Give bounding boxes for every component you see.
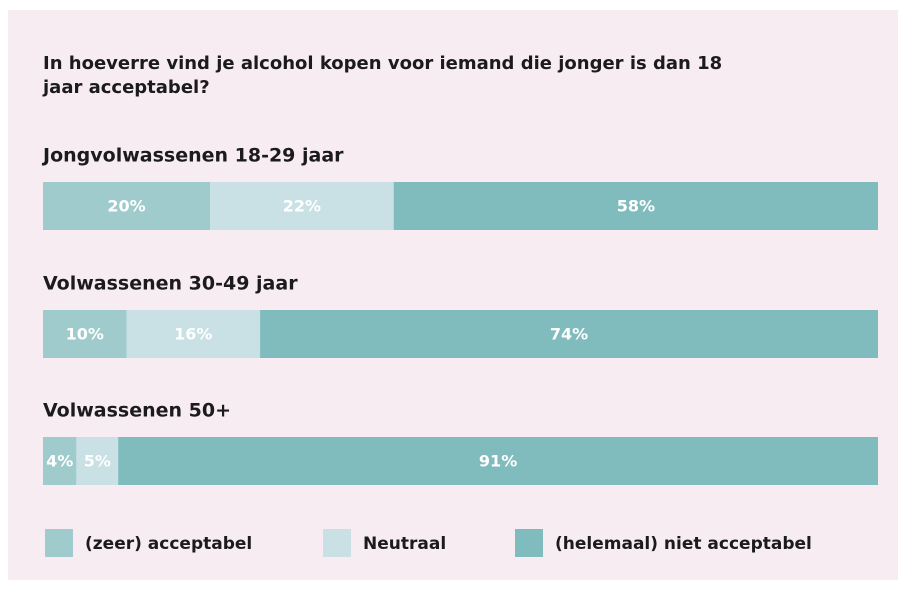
legend-label: (helemaal) niet acceptabel	[555, 534, 812, 554]
category-label: Volwassenen 50+	[43, 400, 231, 422]
bar-segment	[43, 310, 127, 358]
bar-segment	[76, 437, 119, 485]
bar-segment	[210, 182, 394, 230]
bar-segment	[260, 310, 879, 358]
category-label: Volwassenen 30-49 jaar	[43, 273, 298, 295]
legend-swatch	[515, 529, 543, 557]
legend-label: (zeer) acceptabel	[85, 534, 252, 554]
data-label: 10%	[66, 325, 104, 344]
data-label: 22%	[283, 197, 321, 216]
legend-swatch	[45, 529, 73, 557]
data-label: 5%	[84, 452, 111, 471]
bar-segment	[393, 182, 878, 230]
bar-segment	[118, 437, 878, 485]
data-label: 20%	[107, 197, 145, 216]
chart-title: In hoeverre vind je alcohol kopen voor i…	[43, 53, 723, 98]
data-label: 4%	[46, 452, 73, 471]
bar-segment	[43, 437, 77, 485]
legend-swatch	[323, 529, 351, 557]
data-label: 58%	[617, 197, 655, 216]
data-label: 16%	[174, 325, 212, 344]
legend-label: Neutraal	[363, 534, 446, 554]
category-label: Jongvolwassenen 18-29 jaar	[41, 145, 344, 167]
bar-segment	[43, 182, 210, 230]
data-label: 91%	[479, 452, 517, 471]
bar-segment	[126, 310, 261, 358]
data-label: 74%	[550, 325, 588, 344]
